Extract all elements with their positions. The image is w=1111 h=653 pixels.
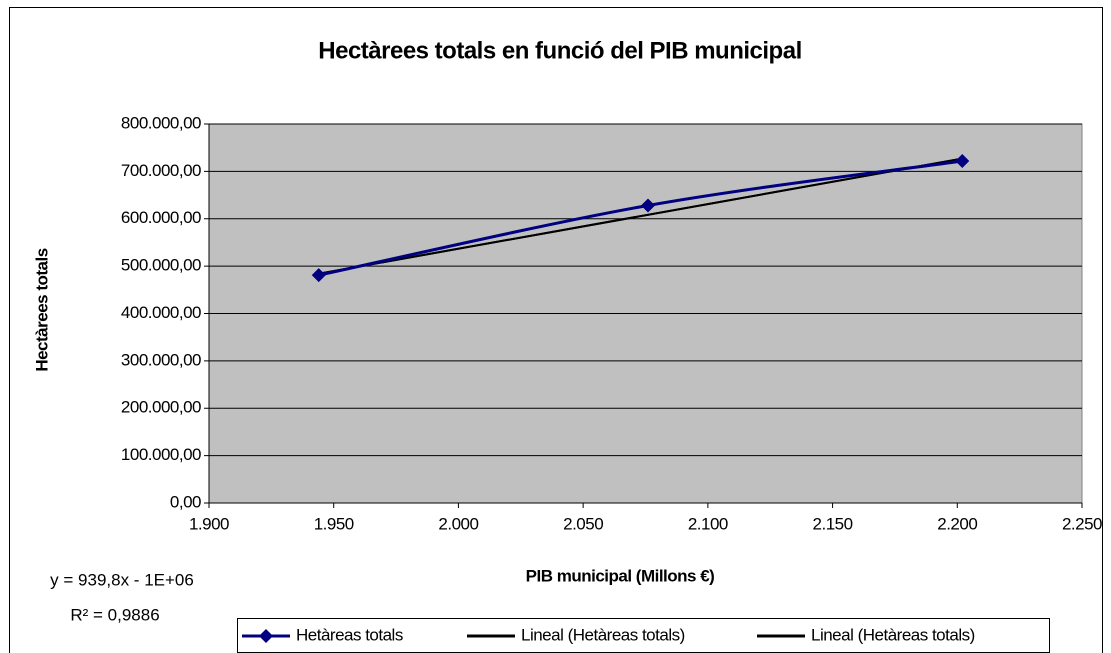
x-tick-label: 2.050 [563,514,603,533]
series-line [318,157,963,275]
x-tick-label: 2.200 [937,514,977,533]
x-tick-label: 2.000 [438,514,478,533]
marker [955,153,970,168]
legend-label: Lineal (Hetàreas totals) [811,625,975,644]
x-tick-label: 2.150 [813,514,853,533]
y-tick-label: 600.000,00 [121,208,201,227]
x-tick-label: 2.100 [688,514,728,533]
legend-label: Lineal (Hetàreas totals) [521,625,685,644]
y-tick-label: 700.000,00 [121,161,201,180]
legend-label: Hetàreas totals [296,625,403,644]
r-squared: R² = 0,9886 [70,605,159,624]
y-tick-label: 0,00 [170,492,201,511]
y-tick-label: 400.000,00 [121,303,201,322]
chart-title: Hectàrees totals en funció del PIB munic… [318,37,801,64]
legend-marker [259,629,273,643]
x-tick-label: 1.900 [189,514,229,533]
x-tick-label: 1.950 [314,514,354,533]
y-tick-label: 300.000,00 [121,350,201,369]
marker [640,198,655,213]
y-tick-label: 800.000,00 [121,113,201,132]
x-tick-label: 2.250 [1062,514,1102,533]
marker [311,268,326,283]
x-axis-label: PIB municipal (Millons €) [526,566,715,585]
y-tick-label: 500.000,00 [121,256,201,275]
trend-equation: y = 939,8x - 1E+06 [50,570,194,589]
y-tick-label: 200.000,00 [121,398,201,417]
y-axis-label: Hectàrees totals [32,248,51,371]
y-tick-label: 100.000,00 [121,445,201,464]
